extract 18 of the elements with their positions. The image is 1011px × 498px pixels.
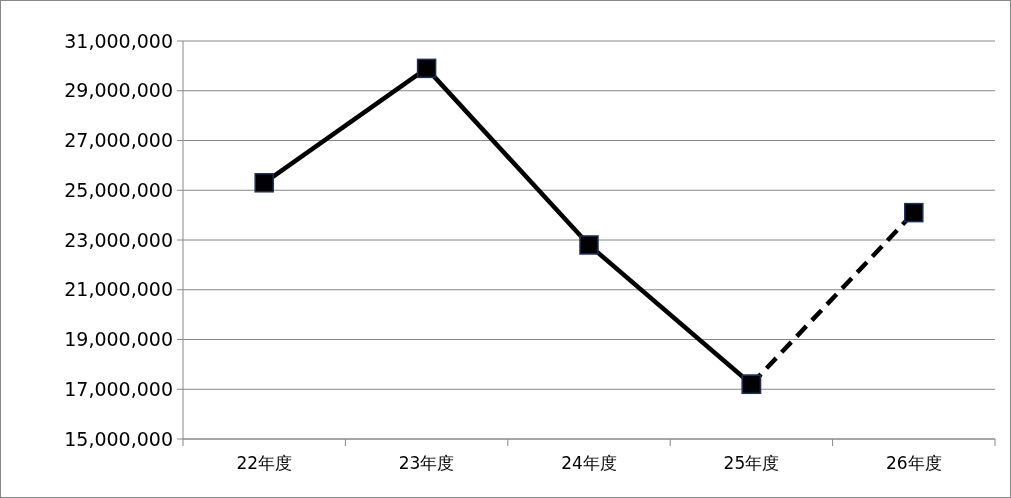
y-tick-label: 25,000,000 <box>64 178 173 201</box>
point <box>579 235 599 255</box>
point <box>904 202 924 223</box>
x-tick-label: 24年度 <box>561 453 617 473</box>
x-tick-label: 26年度 <box>885 453 942 473</box>
point <box>254 173 274 193</box>
y-tick-label: 29,000,000 <box>64 79 173 102</box>
y-tick-label: 21,000,000 <box>64 278 173 301</box>
x-tick-label: 22年度 <box>236 453 293 473</box>
point <box>416 58 437 79</box>
y-tick-label: 15,000,000 <box>64 427 173 450</box>
y-tick-label: 17,000,000 <box>64 377 173 400</box>
x-tick-label: 23年度 <box>398 453 455 473</box>
y-tick-label: 19,000,000 <box>64 328 173 351</box>
y-tick-label: 23,000,000 <box>64 228 173 251</box>
y-tick-label: 27,000,000 <box>64 129 173 152</box>
x-tick-label: 25年度 <box>723 453 780 473</box>
y-tick-label: 31,000,000 <box>64 29 173 52</box>
